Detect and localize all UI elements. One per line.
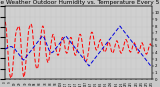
Title: Milwaukee Weather Outdoor Humidity vs. Temperature Every 5 Minutes: Milwaukee Weather Outdoor Humidity vs. T… bbox=[0, 0, 160, 5]
